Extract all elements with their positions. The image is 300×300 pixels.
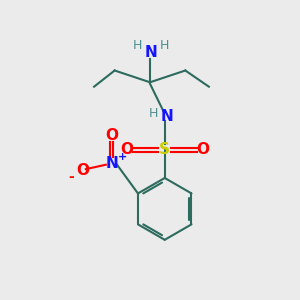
Text: H: H <box>160 39 169 52</box>
Text: N: N <box>145 45 158 60</box>
Text: +: + <box>118 152 128 162</box>
Text: O: O <box>196 142 209 158</box>
Text: S: S <box>159 142 170 158</box>
Text: N: N <box>105 156 118 171</box>
Text: O: O <box>76 163 89 178</box>
Text: H: H <box>149 107 158 120</box>
Text: -: - <box>68 169 74 184</box>
Text: O: O <box>120 142 133 158</box>
Text: N: N <box>161 109 173 124</box>
Text: H: H <box>133 39 142 52</box>
Text: O: O <box>105 128 118 143</box>
